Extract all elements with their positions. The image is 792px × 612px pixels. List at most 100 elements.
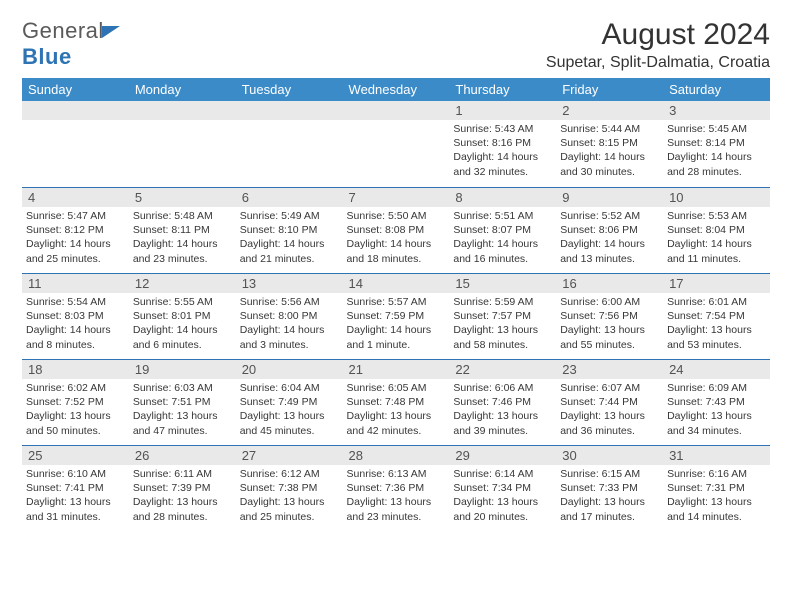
day-info: Sunrise: 5:59 AMSunset: 7:57 PMDaylight:… bbox=[453, 295, 552, 352]
day-info: Sunrise: 6:07 AMSunset: 7:44 PMDaylight:… bbox=[560, 381, 659, 438]
calendar-header-row: SundayMondayTuesdayWednesdayThursdayFrid… bbox=[22, 78, 770, 101]
weekday-header: Thursday bbox=[449, 78, 556, 101]
weekday-header: Monday bbox=[129, 78, 236, 101]
calendar-cell: 5Sunrise: 5:48 AMSunset: 8:11 PMDaylight… bbox=[129, 187, 236, 273]
day-info: Sunrise: 5:43 AMSunset: 8:16 PMDaylight:… bbox=[453, 122, 552, 179]
day-number: 16 bbox=[556, 273, 663, 293]
calendar-week-row: 25Sunrise: 6:10 AMSunset: 7:41 PMDayligh… bbox=[22, 445, 770, 531]
day-info: Sunrise: 5:49 AMSunset: 8:10 PMDaylight:… bbox=[240, 209, 339, 266]
day-cell: 6Sunrise: 5:49 AMSunset: 8:10 PMDaylight… bbox=[236, 187, 343, 273]
calendar-cell: 2Sunrise: 5:44 AMSunset: 8:15 PMDaylight… bbox=[556, 101, 663, 187]
day-cell: 16Sunrise: 6:00 AMSunset: 7:56 PMDayligh… bbox=[556, 273, 663, 359]
day-info: Sunrise: 6:16 AMSunset: 7:31 PMDaylight:… bbox=[667, 467, 766, 524]
sunset-text: Sunset: 7:33 PM bbox=[560, 481, 659, 495]
calendar-cell: 10Sunrise: 5:53 AMSunset: 8:04 PMDayligh… bbox=[663, 187, 770, 273]
calendar-week-row: 18Sunrise: 6:02 AMSunset: 7:52 PMDayligh… bbox=[22, 359, 770, 445]
sunset-text: Sunset: 8:10 PM bbox=[240, 223, 339, 237]
day-number: 3 bbox=[663, 101, 770, 120]
day-number: 7 bbox=[343, 187, 450, 207]
sunset-text: Sunset: 7:38 PM bbox=[240, 481, 339, 495]
sunrise-text: Sunrise: 6:12 AM bbox=[240, 467, 339, 481]
calendar-cell: 17Sunrise: 6:01 AMSunset: 7:54 PMDayligh… bbox=[663, 273, 770, 359]
sunset-text: Sunset: 7:31 PM bbox=[667, 481, 766, 495]
day-info: Sunrise: 5:44 AMSunset: 8:15 PMDaylight:… bbox=[560, 122, 659, 179]
header: General Blue August 2024 Supetar, Split-… bbox=[22, 18, 770, 72]
day-number: 25 bbox=[22, 445, 129, 465]
day-info: Sunrise: 6:14 AMSunset: 7:34 PMDaylight:… bbox=[453, 467, 552, 524]
day-number: 17 bbox=[663, 273, 770, 293]
day-cell: 26 Sunrise: 6:11 AMSunset: 7:39 PMDayligh… bbox=[129, 445, 236, 531]
day-cell: 31Sunrise: 6:16 AMSunset: 7:31 PMDayligh… bbox=[663, 445, 770, 531]
day-cell: 4Sunrise: 5:47 AMSunset: 8:12 PMDaylight… bbox=[22, 187, 129, 273]
sunrise-text: Sunrise: 5:43 AM bbox=[453, 122, 552, 136]
calendar-cell bbox=[22, 101, 129, 187]
daylight-text: Daylight: 14 hours and 13 minutes. bbox=[560, 237, 659, 265]
day-info: Sunrise: 6:03 AMSunset: 7:51 PMDaylight:… bbox=[133, 381, 232, 438]
day-info: Sunrise: 6:02 AMSunset: 7:52 PMDaylight:… bbox=[26, 381, 125, 438]
calendar-cell bbox=[343, 101, 450, 187]
daylight-text: Daylight: 14 hours and 32 minutes. bbox=[453, 150, 552, 178]
sunrise-text: Sunrise: 6:13 AM bbox=[347, 467, 446, 481]
day-info: Sunrise: 5:51 AMSunset: 8:07 PMDaylight:… bbox=[453, 209, 552, 266]
sunset-text: Sunset: 7:44 PM bbox=[560, 395, 659, 409]
calendar-cell: 18Sunrise: 6:02 AMSunset: 7:52 PMDayligh… bbox=[22, 359, 129, 445]
day-number: 14 bbox=[343, 273, 450, 293]
calendar-cell: 28Sunrise: 6:13 AMSunset: 7:36 PMDayligh… bbox=[343, 445, 450, 531]
daylight-text: Daylight: 14 hours and 3 minutes. bbox=[240, 323, 339, 351]
day-cell: 14Sunrise: 5:57 AMSunset: 7:59 PMDayligh… bbox=[343, 273, 450, 359]
calendar-cell: 22Sunrise: 6:06 AMSunset: 7:46 PMDayligh… bbox=[449, 359, 556, 445]
day-cell: 13Sunrise: 5:56 AMSunset: 8:00 PMDayligh… bbox=[236, 273, 343, 359]
calendar-cell: 20Sunrise: 6:04 AMSunset: 7:49 PMDayligh… bbox=[236, 359, 343, 445]
day-info: Sunrise: 5:47 AMSunset: 8:12 PMDaylight:… bbox=[26, 209, 125, 266]
calendar-cell: 6Sunrise: 5:49 AMSunset: 8:10 PMDaylight… bbox=[236, 187, 343, 273]
daylight-text: Daylight: 13 hours and 39 minutes. bbox=[453, 409, 552, 437]
sunrise-text: Sunrise: 6:06 AM bbox=[453, 381, 552, 395]
day-info: Sunrise: 6:10 AMSunset: 7:41 PMDaylight:… bbox=[26, 467, 125, 524]
day-cell: 20Sunrise: 6:04 AMSunset: 7:49 PMDayligh… bbox=[236, 359, 343, 445]
logo: General Blue bbox=[22, 18, 120, 70]
daylight-text: Daylight: 13 hours and 28 minutes. bbox=[133, 495, 232, 523]
daylight-text: Daylight: 14 hours and 25 minutes. bbox=[26, 237, 125, 265]
sunrise-text: Sunrise: 5:50 AM bbox=[347, 209, 446, 223]
daylight-text: Daylight: 13 hours and 50 minutes. bbox=[26, 409, 125, 437]
day-number: 5 bbox=[129, 187, 236, 207]
sunset-text: Sunset: 7:48 PM bbox=[347, 395, 446, 409]
calendar-cell: 24Sunrise: 6:09 AMSunset: 7:43 PMDayligh… bbox=[663, 359, 770, 445]
day-cell: 25Sunrise: 6:10 AMSunset: 7:41 PMDayligh… bbox=[22, 445, 129, 531]
day-info: Sunrise: 6:09 AMSunset: 7:43 PMDaylight:… bbox=[667, 381, 766, 438]
calendar-cell: 1Sunrise: 5:43 AMSunset: 8:16 PMDaylight… bbox=[449, 101, 556, 187]
sunset-text: Sunset: 8:01 PM bbox=[133, 309, 232, 323]
sunrise-text: Sunrise: 5:48 AM bbox=[133, 209, 232, 223]
day-cell: 21Sunrise: 6:05 AMSunset: 7:48 PMDayligh… bbox=[343, 359, 450, 445]
day-number: 24 bbox=[663, 359, 770, 379]
day-cell: 9Sunrise: 5:52 AMSunset: 8:06 PMDaylight… bbox=[556, 187, 663, 273]
sunset-text: Sunset: 8:04 PM bbox=[667, 223, 766, 237]
sunrise-text: Sunrise: 5:52 AM bbox=[560, 209, 659, 223]
sunset-text: Sunset: 7:39 PM bbox=[133, 481, 232, 495]
day-cell: 19Sunrise: 6:03 AMSunset: 7:51 PMDayligh… bbox=[129, 359, 236, 445]
sunrise-text: Sunrise: 6:14 AM bbox=[453, 467, 552, 481]
daylight-text: Daylight: 13 hours and 14 minutes. bbox=[667, 495, 766, 523]
weekday-header: Sunday bbox=[22, 78, 129, 101]
calendar-cell: 19Sunrise: 6:03 AMSunset: 7:51 PMDayligh… bbox=[129, 359, 236, 445]
title-block: August 2024 Supetar, Split-Dalmatia, Cro… bbox=[546, 18, 770, 72]
sunset-text: Sunset: 8:07 PM bbox=[453, 223, 552, 237]
day-number: 26 bbox=[129, 445, 236, 465]
calendar-week-row: 11Sunrise: 5:54 AMSunset: 8:03 PMDayligh… bbox=[22, 273, 770, 359]
logo-word2: Blue bbox=[22, 44, 72, 69]
daylight-text: Daylight: 13 hours and 23 minutes. bbox=[347, 495, 446, 523]
calendar-cell: 7Sunrise: 5:50 AMSunset: 8:08 PMDaylight… bbox=[343, 187, 450, 273]
sunset-text: Sunset: 7:43 PM bbox=[667, 395, 766, 409]
sunrise-text: Sunrise: 6:01 AM bbox=[667, 295, 766, 309]
sunrise-text: Sunrise: 5:47 AM bbox=[26, 209, 125, 223]
daylight-text: Daylight: 14 hours and 18 minutes. bbox=[347, 237, 446, 265]
daylight-text: Daylight: 14 hours and 23 minutes. bbox=[133, 237, 232, 265]
sunset-text: Sunset: 7:54 PM bbox=[667, 309, 766, 323]
daylight-text: Daylight: 13 hours and 20 minutes. bbox=[453, 495, 552, 523]
calendar-cell: 9Sunrise: 5:52 AMSunset: 8:06 PMDaylight… bbox=[556, 187, 663, 273]
day-cell: 29Sunrise: 6:14 AMSunset: 7:34 PMDayligh… bbox=[449, 445, 556, 531]
sunrise-text: Sunrise: 6:11 AM bbox=[133, 467, 232, 481]
sunset-text: Sunset: 7:49 PM bbox=[240, 395, 339, 409]
day-cell bbox=[22, 101, 129, 187]
day-number bbox=[22, 101, 129, 120]
